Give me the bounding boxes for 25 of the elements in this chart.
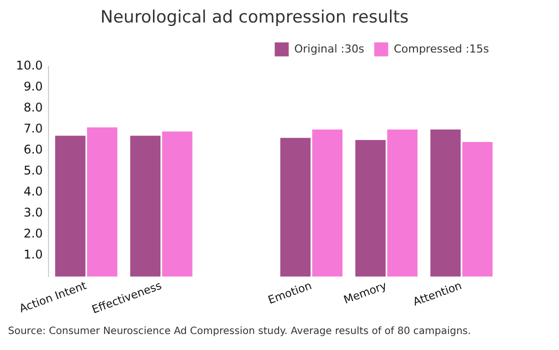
y-tick-label: 2.0 bbox=[24, 226, 43, 241]
y-tick-label: 10.0 bbox=[16, 58, 43, 73]
bar bbox=[280, 138, 311, 277]
y-tick-label: 9.0 bbox=[24, 80, 43, 94]
bar bbox=[430, 129, 461, 277]
y-tick-label: 7.0 bbox=[24, 122, 43, 136]
bar bbox=[55, 136, 86, 277]
y-tick-label: 5.0 bbox=[24, 164, 43, 178]
legend-label: Compressed :15s bbox=[394, 42, 490, 56]
legend-label: Original :30s bbox=[294, 42, 364, 56]
bar bbox=[130, 136, 160, 277]
bar bbox=[355, 140, 386, 277]
source-note: Source: Consumer Neuroscience Ad Compression study. Average results of of 80 campaigns. bbox=[8, 326, 471, 337]
y-tick-label: 6.0 bbox=[24, 142, 43, 157]
y-tick-label: 8.0 bbox=[24, 100, 43, 115]
bar bbox=[387, 129, 418, 277]
bar bbox=[312, 129, 342, 277]
x-tick-label: Action Intent bbox=[18, 278, 89, 316]
bar bbox=[162, 132, 192, 277]
bar bbox=[462, 142, 493, 277]
bar bbox=[87, 127, 118, 277]
y-tick-label: 4.0 bbox=[24, 184, 43, 199]
y-tick-label: 3.0 bbox=[24, 206, 43, 220]
chart-title: Neurological ad compression results bbox=[100, 8, 409, 28]
y-tick-label: 1.0 bbox=[24, 248, 43, 262]
